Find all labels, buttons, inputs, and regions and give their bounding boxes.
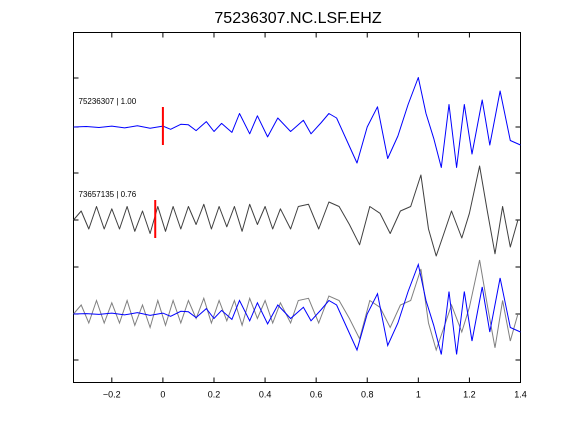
trace-label: 73657135 | 0.76 — [79, 190, 137, 199]
plot-frame — [73, 32, 521, 383]
trace-line — [73, 77, 521, 168]
x-tick-label: 0.2 — [208, 390, 221, 400]
overlay-match-line — [73, 259, 519, 352]
axis-ticks: −0.2 0 0.2 0.4 0.6 0.8 1 1.2 1.4 — [73, 32, 527, 400]
x-tick-label: 1 — [416, 390, 421, 400]
trace-group: 75236307 | 1.00 73657135 | 0.76 — [73, 77, 521, 355]
x-tick-label: 0.8 — [361, 390, 374, 400]
x-tick-label: 0.4 — [259, 390, 272, 400]
overlay-template-line — [73, 262, 521, 355]
x-tick-label: 0.6 — [310, 390, 323, 400]
x-tick-label: 0 — [160, 390, 165, 400]
x-tick-label: 1.4 — [514, 390, 527, 400]
x-tick-label: 1.2 — [463, 390, 476, 400]
x-tick-label: −0.2 — [103, 390, 121, 400]
trace-label: 75236307 | 1.00 — [79, 97, 137, 106]
trace-line — [73, 165, 519, 257]
chart-title: 75236307.NC.LSF.EHZ — [214, 10, 381, 27]
